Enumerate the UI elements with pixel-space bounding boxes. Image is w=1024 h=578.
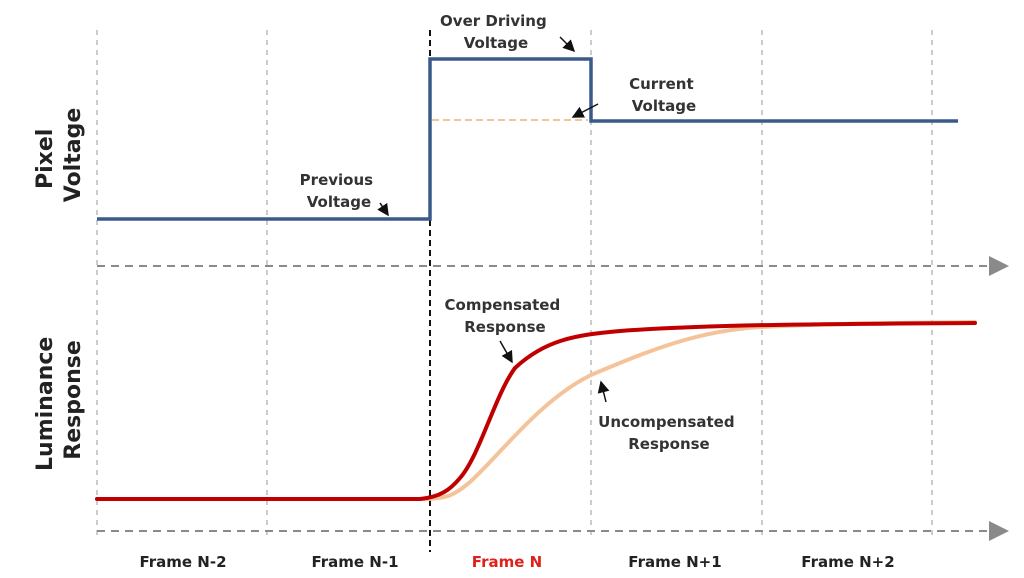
frame-label: Frame N-1 xyxy=(311,553,398,571)
compensated-response-label: Compensated Response xyxy=(445,296,566,336)
pixel-voltage-line xyxy=(97,57,958,221)
frame-label: Frame N-2 xyxy=(139,553,226,571)
frame-label: Frame N+1 xyxy=(628,553,721,571)
previous-voltage-label: Previous Voltage xyxy=(300,171,379,211)
current-voltage-label: Current Voltage xyxy=(629,75,699,115)
frame-labels: Frame N-2 Frame N-1 Frame N Frame N+1 Fr… xyxy=(139,553,894,571)
frame-label-current: Frame N xyxy=(472,553,542,571)
frame-label: Frame N+2 xyxy=(801,553,894,571)
uncompensated-response-label: Uncompensated Response xyxy=(598,413,740,453)
over-driving-arrow xyxy=(559,36,576,53)
previous-voltage-arrow xyxy=(377,202,389,217)
luminance-response-title: Luminance Response xyxy=(33,329,86,471)
compensated-response-curve xyxy=(95,321,977,501)
current-voltage-arrow xyxy=(571,103,599,118)
uncompensated-arrow xyxy=(597,380,610,403)
uncompensated-response-curve xyxy=(95,320,977,501)
compensated-arrow xyxy=(499,340,513,364)
over-driving-voltage-label: Over Driving Voltage xyxy=(440,12,552,52)
pixel-voltage-title: Pixel Voltage xyxy=(33,108,86,203)
frame-gridlines xyxy=(96,30,933,535)
